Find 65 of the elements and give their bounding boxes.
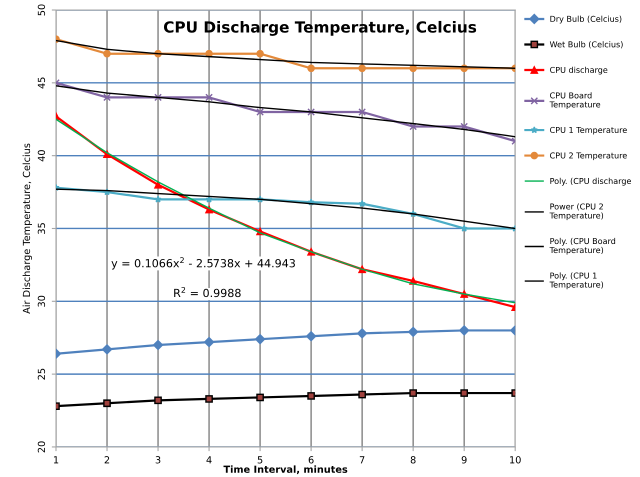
point <box>103 399 111 408</box>
legend-label: Poly. (CPU 1 Temperature) <box>550 272 604 290</box>
legend-label: Power (CPU 2 Temperature) <box>550 203 604 220</box>
point <box>408 326 418 338</box>
x-tick-label: 7 <box>360 456 364 464</box>
y-tick-label: 35 <box>38 223 46 234</box>
y-tick-label: 20 <box>38 441 46 452</box>
point <box>256 108 264 116</box>
annotation: R$^{2}$ = 0.9988 <box>174 286 241 298</box>
x-tick-label: 3 <box>156 456 160 464</box>
x-tick-label: 5 <box>258 456 262 464</box>
x-tick-label: 10 <box>510 456 521 464</box>
point <box>307 392 315 400</box>
legend-label: CPU 1 Temperature <box>550 126 627 135</box>
point <box>254 334 266 344</box>
x-tick-label: 9 <box>462 456 467 464</box>
point <box>357 328 368 338</box>
x-tick-label: 1 <box>54 456 58 464</box>
point <box>204 336 214 348</box>
point <box>460 389 468 397</box>
legend-label: Poly. (CPU Board Temperature) <box>550 238 616 255</box>
y-tick-label: 30 <box>38 296 46 307</box>
x-axis-title: Time Interval, minutes <box>224 465 348 474</box>
point <box>358 200 366 207</box>
y-tick-label: 40 <box>38 150 46 162</box>
legend-label: Dry Bulb (Celcius) <box>550 16 622 24</box>
point <box>154 196 162 203</box>
point <box>154 396 162 404</box>
point <box>358 64 366 72</box>
y-tick-label: 45 <box>38 78 46 89</box>
annotation: y = 0.1066x$^{2}$ - 2.5738x + 44.943 <box>111 257 295 270</box>
point <box>152 340 164 350</box>
point <box>103 94 111 102</box>
line-series <box>56 85 516 138</box>
point <box>307 108 315 116</box>
point <box>205 94 213 102</box>
point <box>154 180 162 189</box>
point <box>307 64 315 72</box>
point <box>460 122 468 130</box>
y-axis-title: Air Discharge Temperature, Celcius <box>22 144 32 314</box>
point <box>358 390 366 398</box>
point <box>154 94 162 102</box>
point <box>409 389 417 397</box>
x-tick-label: 8 <box>410 456 416 464</box>
x-tick-label: 4 <box>206 456 212 464</box>
legend-label: Wet Bulb (Celcius) <box>550 41 623 48</box>
point <box>205 395 213 403</box>
legend-label: CPU Board Temperature <box>550 92 600 110</box>
legend-label: Poly. (CPU discharge <box>550 178 631 186</box>
legend-label: CPU 2 Temperature <box>550 152 627 160</box>
point <box>102 344 112 354</box>
legend-label: CPU discharge <box>550 66 608 74</box>
y-tick-label: 50 <box>38 4 46 16</box>
point <box>256 394 264 402</box>
y-tick-label: 25 <box>38 368 46 380</box>
point <box>459 325 470 336</box>
point <box>103 50 111 58</box>
point <box>460 224 468 232</box>
point <box>306 331 316 342</box>
text: CPU Discharge Temperature, Celcius <box>164 20 476 36</box>
x-tick-label: 6 <box>308 456 314 464</box>
point <box>409 122 417 130</box>
point <box>256 50 264 58</box>
x-tick-label: 2 <box>104 456 110 464</box>
point <box>358 108 366 116</box>
